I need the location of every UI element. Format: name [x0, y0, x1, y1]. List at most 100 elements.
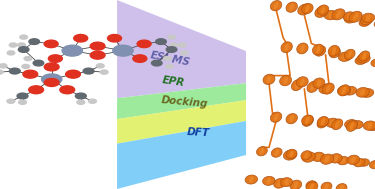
Text: ESI-MS: ESI-MS	[149, 50, 191, 67]
Circle shape	[44, 63, 59, 71]
Ellipse shape	[277, 180, 282, 187]
Circle shape	[60, 86, 75, 94]
Ellipse shape	[369, 160, 375, 169]
Ellipse shape	[263, 74, 275, 84]
Ellipse shape	[373, 160, 375, 168]
Ellipse shape	[349, 121, 354, 128]
Ellipse shape	[286, 114, 297, 124]
Circle shape	[180, 51, 188, 55]
Ellipse shape	[356, 88, 369, 97]
Ellipse shape	[323, 85, 328, 92]
Ellipse shape	[288, 151, 293, 159]
Ellipse shape	[347, 155, 360, 164]
Circle shape	[74, 35, 88, 42]
Circle shape	[7, 51, 15, 55]
Circle shape	[17, 93, 28, 99]
Ellipse shape	[373, 162, 375, 167]
Ellipse shape	[332, 47, 336, 55]
Circle shape	[44, 40, 58, 48]
Ellipse shape	[291, 79, 303, 91]
Ellipse shape	[366, 15, 370, 21]
Ellipse shape	[317, 117, 328, 128]
Ellipse shape	[305, 5, 310, 12]
Ellipse shape	[321, 118, 326, 125]
Ellipse shape	[332, 119, 343, 130]
Ellipse shape	[274, 2, 278, 9]
Ellipse shape	[320, 154, 334, 164]
Ellipse shape	[326, 85, 331, 92]
Ellipse shape	[285, 43, 289, 51]
Ellipse shape	[361, 55, 366, 62]
Ellipse shape	[315, 46, 326, 56]
Ellipse shape	[324, 184, 328, 189]
Ellipse shape	[307, 81, 319, 92]
Ellipse shape	[347, 51, 352, 58]
Circle shape	[166, 47, 177, 52]
Ellipse shape	[359, 51, 370, 61]
Ellipse shape	[332, 9, 345, 20]
Ellipse shape	[368, 122, 372, 129]
Ellipse shape	[284, 179, 289, 185]
Circle shape	[24, 57, 32, 61]
Circle shape	[152, 60, 162, 66]
Ellipse shape	[300, 45, 304, 52]
Circle shape	[113, 45, 133, 56]
Circle shape	[100, 70, 108, 74]
Circle shape	[75, 93, 86, 99]
Text: DFT: DFT	[187, 127, 210, 138]
Ellipse shape	[374, 60, 375, 66]
Ellipse shape	[318, 8, 324, 16]
Ellipse shape	[357, 160, 362, 166]
Ellipse shape	[336, 184, 347, 189]
Ellipse shape	[335, 121, 340, 128]
Ellipse shape	[355, 57, 367, 64]
Circle shape	[20, 35, 27, 39]
Text: Docking: Docking	[160, 95, 208, 109]
Ellipse shape	[270, 1, 282, 11]
Ellipse shape	[342, 53, 348, 60]
Ellipse shape	[338, 85, 350, 96]
Ellipse shape	[249, 176, 254, 183]
Ellipse shape	[298, 4, 311, 15]
Ellipse shape	[371, 124, 375, 129]
Ellipse shape	[316, 80, 321, 87]
Ellipse shape	[337, 156, 349, 165]
Ellipse shape	[368, 122, 375, 131]
Ellipse shape	[245, 175, 258, 184]
Ellipse shape	[319, 84, 332, 94]
Ellipse shape	[286, 2, 297, 12]
Ellipse shape	[336, 11, 341, 18]
Ellipse shape	[363, 121, 375, 130]
Ellipse shape	[352, 13, 358, 21]
Ellipse shape	[328, 12, 333, 18]
Circle shape	[164, 57, 171, 61]
Bar	[22, 0, 117, 189]
Ellipse shape	[333, 49, 337, 56]
Ellipse shape	[302, 115, 313, 126]
Ellipse shape	[324, 156, 330, 163]
Ellipse shape	[315, 6, 328, 17]
Ellipse shape	[341, 158, 346, 163]
Ellipse shape	[360, 16, 372, 25]
Circle shape	[19, 100, 26, 104]
Ellipse shape	[349, 11, 362, 22]
Ellipse shape	[310, 183, 314, 189]
Ellipse shape	[286, 149, 297, 159]
Ellipse shape	[296, 77, 308, 87]
Ellipse shape	[306, 117, 310, 125]
Circle shape	[66, 70, 81, 78]
Ellipse shape	[318, 47, 322, 55]
Ellipse shape	[301, 151, 312, 160]
Ellipse shape	[359, 159, 369, 166]
Ellipse shape	[362, 20, 366, 25]
Ellipse shape	[306, 182, 318, 189]
Ellipse shape	[342, 87, 346, 94]
Ellipse shape	[310, 83, 315, 91]
Ellipse shape	[345, 120, 358, 129]
Ellipse shape	[362, 53, 367, 60]
Ellipse shape	[302, 152, 315, 162]
Circle shape	[156, 39, 166, 44]
Text: EPR: EPR	[162, 75, 186, 88]
Ellipse shape	[344, 49, 355, 60]
Circle shape	[0, 64, 7, 68]
